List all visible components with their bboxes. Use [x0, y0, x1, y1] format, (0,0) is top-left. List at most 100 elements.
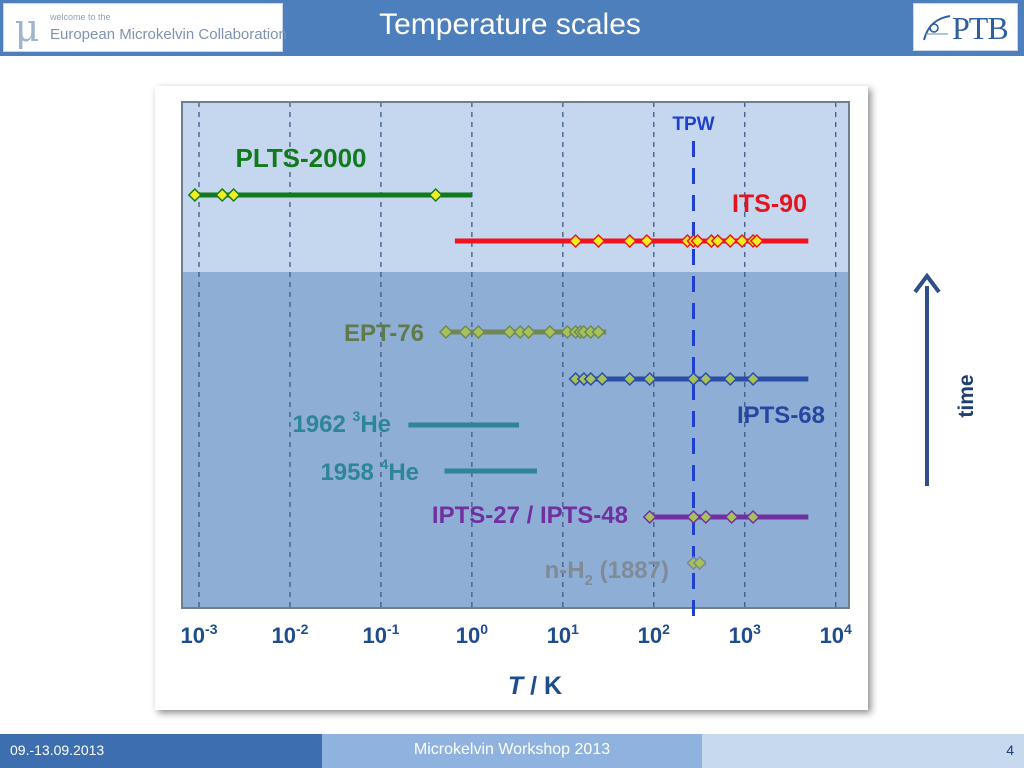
grid-lines — [198, 102, 837, 608]
x-tick-base: 10 — [272, 623, 296, 648]
scale-label: n-H2 (1887) — [545, 557, 669, 589]
x-tick-exponent: -3 — [205, 621, 218, 637]
scale-label: IPTS-27 / IPTS-48 — [432, 502, 628, 529]
mu-icon: μ — [14, 6, 40, 50]
footer-page-bar: 4 — [702, 734, 1024, 768]
ptb-logo-text: PTB — [952, 10, 1009, 46]
x-tick-base: 10 — [547, 623, 571, 648]
scale-row — [187, 187, 472, 203]
fixed-point-marker — [724, 509, 739, 525]
fixed-point-marker — [622, 233, 637, 249]
scale-label-rest: He — [388, 459, 419, 486]
footer-page-number: 4 — [1006, 742, 1014, 758]
fixed-point-marker — [583, 371, 598, 387]
fixed-point-marker — [622, 371, 637, 387]
scale-label-name: n-H — [545, 557, 585, 584]
x-tick-exponent: 0 — [480, 621, 488, 637]
fixed-point-marker — [568, 233, 583, 249]
scale-label-rest: He — [360, 411, 391, 438]
scale-label-name: ITS-90 — [732, 190, 807, 218]
historic-scales-region — [182, 272, 849, 608]
x-axis-label-symbol: T — [508, 672, 526, 700]
x-tick-base: 10 — [456, 623, 480, 648]
x-tick-exponent: -1 — [387, 621, 400, 637]
scale-label-superscript: 4 — [381, 456, 389, 472]
time-arrow: time — [913, 272, 978, 486]
footer-date: 09.-13.09.2013 — [10, 742, 105, 758]
x-axis-label: T / K — [508, 672, 562, 700]
fixed-point-marker — [215, 187, 230, 203]
fixed-point-marker — [749, 233, 764, 249]
current-scales-region — [182, 102, 849, 272]
ptb-emblem-icon — [923, 15, 951, 41]
scale-label-name: IPTS-27 / IPTS-48 — [432, 502, 628, 529]
scale-label: 1962 3He — [292, 408, 391, 438]
fixed-point-marker — [690, 233, 705, 249]
x-tick-exponent: 4 — [844, 621, 852, 637]
x-tick-label: 10-2 — [272, 621, 309, 648]
plot-frame — [181, 101, 850, 609]
fixed-point-marker — [698, 509, 713, 525]
fixed-point-marker — [734, 233, 750, 249]
slide-title: Temperature scales — [379, 8, 641, 41]
scale-row — [568, 371, 809, 387]
x-tick-label: 10-3 — [181, 621, 218, 648]
fixed-point-marker — [639, 233, 654, 249]
scale-row — [438, 324, 607, 340]
fixed-point-marker — [428, 187, 443, 203]
scale-bars — [187, 187, 809, 571]
scale-label: ITS-90 — [732, 190, 807, 218]
x-tick-exponent: 1 — [571, 621, 579, 637]
x-tick-label: 103 — [729, 621, 761, 648]
x-tick-label: 104 — [820, 621, 852, 648]
fixed-point-marker — [642, 509, 657, 525]
x-tick-base: 10 — [181, 623, 205, 648]
scale-label: 1958 4He — [320, 456, 419, 486]
fixed-point-marker — [187, 187, 202, 203]
emc-logo: μ welcome to the European Microkelvin Co… — [3, 3, 287, 52]
logo-collaboration-name: European Microkelvin Collaboration — [50, 26, 287, 43]
fixed-point-marker — [521, 324, 536, 340]
fixed-point-marker — [686, 371, 701, 387]
x-axis-label-unit: / K — [523, 672, 562, 700]
temperature-scales-chart: TPW PLTS-2000 ITS-90 EPT-76 IPTS-68 1962 3He… — [155, 86, 868, 710]
fixed-point-marker — [502, 324, 517, 340]
header-bar: μ welcome to the European Microkelvin Co… — [0, 0, 1024, 56]
scale-label-superscript: 3 — [353, 408, 361, 424]
scale-row — [642, 509, 809, 525]
fixed-point-marker — [471, 324, 486, 340]
footer-date-bar: 09.-13.09.2013 — [0, 734, 322, 768]
arrow-up-icon — [913, 272, 941, 294]
ptb-logo: PTB — [913, 3, 1018, 51]
scale-label-subscript: 2 — [585, 572, 593, 589]
x-tick-exponent: 3 — [753, 621, 761, 637]
scale-row — [454, 233, 809, 249]
x-tick-base: 10 — [729, 623, 753, 648]
fixed-point-marker — [692, 555, 707, 571]
fixed-point-marker — [458, 324, 473, 340]
x-tick-base: 10 — [638, 623, 662, 648]
fixed-point-marker — [698, 371, 713, 387]
x-tick-label: 102 — [638, 621, 670, 648]
x-tick-label: 101 — [547, 621, 579, 648]
scale-label: EPT-76 — [344, 320, 424, 347]
scale-label-name: 1958 — [320, 459, 380, 486]
scale-label: PLTS-2000 — [235, 143, 366, 173]
fixed-point-marker — [591, 233, 606, 249]
fixed-point-marker — [595, 371, 610, 387]
scale-label-name: EPT-76 — [344, 320, 424, 347]
x-tick-label: 10-1 — [362, 621, 399, 648]
x-tick-base: 10 — [820, 623, 844, 648]
fixed-point-marker — [745, 509, 761, 525]
scale-label-name: PLTS-2000 — [235, 143, 366, 173]
fixed-point-marker — [686, 509, 701, 525]
fixed-point-marker — [226, 187, 241, 203]
fixed-point-marker — [542, 324, 557, 340]
time-arrow-label: time — [955, 374, 978, 417]
fixed-point-marker — [723, 233, 738, 249]
fixed-point-marker — [723, 371, 738, 387]
x-tick-exponent: -2 — [296, 621, 309, 637]
x-tick-exponent: 2 — [662, 621, 670, 637]
